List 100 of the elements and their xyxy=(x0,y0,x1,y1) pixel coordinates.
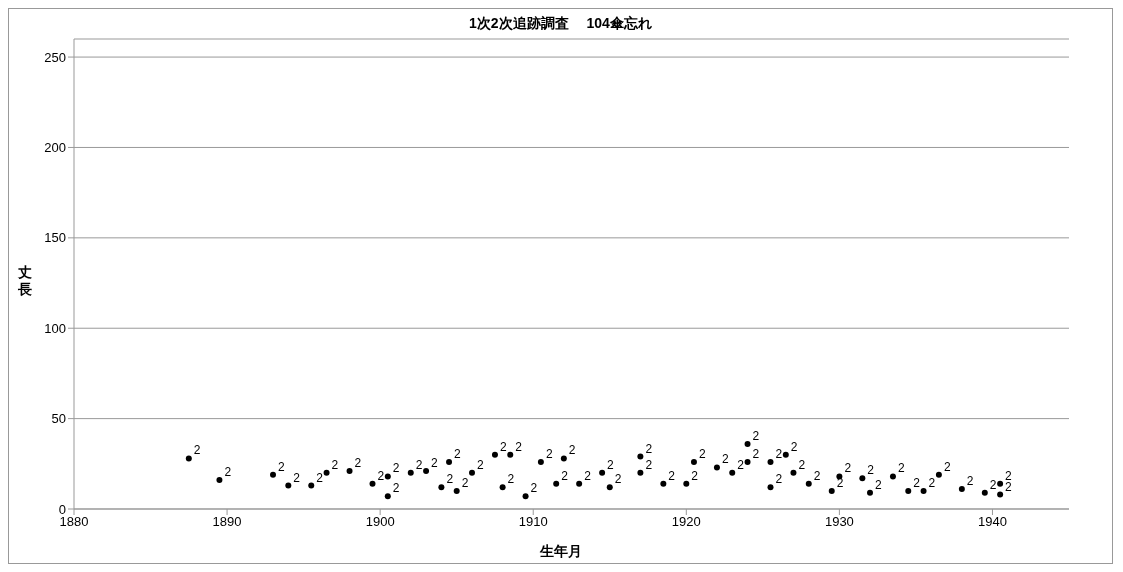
annotation: 2 xyxy=(966,474,974,489)
point xyxy=(537,459,544,465)
point xyxy=(905,487,912,494)
point xyxy=(997,480,1004,487)
y-tick-label: 100 xyxy=(44,320,66,336)
point xyxy=(637,469,644,476)
point xyxy=(560,455,567,462)
annotation: 2 xyxy=(530,481,538,496)
annotation: 2 xyxy=(614,472,622,487)
point xyxy=(606,484,613,491)
y-axis-title: 丈長 xyxy=(17,264,33,298)
y-tick-label: 150 xyxy=(44,230,66,246)
annotation: 2 xyxy=(545,447,553,461)
annotation: 2 xyxy=(737,457,745,472)
annotation: 2 xyxy=(316,470,324,485)
x-tick-label: 1920 xyxy=(671,514,701,530)
point xyxy=(507,451,514,458)
annotation: 2 xyxy=(499,439,507,454)
point xyxy=(637,453,644,460)
annotation: 2 xyxy=(928,475,936,490)
point xyxy=(859,475,866,482)
point xyxy=(522,493,529,500)
point xyxy=(767,484,774,491)
y-tick-label: 200 xyxy=(44,140,66,156)
point xyxy=(767,459,774,465)
y-tick-label: 0 xyxy=(58,501,66,517)
annotation: 2 xyxy=(875,477,882,492)
annotation: 2 xyxy=(293,470,301,485)
point xyxy=(185,455,192,462)
point xyxy=(660,480,667,487)
point xyxy=(889,473,896,480)
annotation: 2 xyxy=(645,441,653,456)
x-tick-label: 1910 xyxy=(518,514,548,530)
annotation: 2 xyxy=(752,428,760,443)
x-tick-label: 1880 xyxy=(59,514,89,530)
point xyxy=(446,459,453,465)
annotation: 2 xyxy=(790,439,798,454)
annotation: 2 xyxy=(775,447,783,461)
annotation: 2 xyxy=(721,452,729,467)
point xyxy=(499,484,506,491)
annotation: 2 xyxy=(943,459,951,474)
annotation: 2 xyxy=(507,472,515,487)
point xyxy=(981,489,988,496)
annotation: 2 xyxy=(752,447,760,461)
annotation: 2 xyxy=(584,468,592,483)
annotation: 2 xyxy=(454,447,462,461)
point xyxy=(744,440,751,447)
annotation: 2 xyxy=(515,439,523,454)
annotation: 2 xyxy=(867,463,875,478)
x-axis-title: 生年月 xyxy=(538,543,583,561)
point xyxy=(384,493,391,500)
x-tick-label: 1890 xyxy=(212,514,242,530)
annotation: 2 xyxy=(446,472,454,487)
annotation: 2 xyxy=(698,447,706,461)
annotation: 2 xyxy=(798,457,806,472)
annotation: 2 xyxy=(224,465,232,480)
point xyxy=(920,487,927,494)
point xyxy=(438,484,445,491)
annotation: 2 xyxy=(377,468,385,483)
annotation: 2 xyxy=(331,457,339,472)
point xyxy=(997,491,1004,498)
y-tick-label: 50 xyxy=(51,411,66,427)
point xyxy=(782,451,789,458)
point xyxy=(423,468,430,475)
x-tick-label: 1900 xyxy=(365,514,395,530)
annotation: 2 xyxy=(897,461,905,476)
point xyxy=(469,469,475,476)
point xyxy=(690,459,697,465)
point xyxy=(867,489,873,496)
annotation: 2 xyxy=(913,475,921,490)
annotation: 2 xyxy=(461,475,469,490)
point xyxy=(805,480,812,487)
point xyxy=(453,487,460,494)
y-tick-label: 250 xyxy=(44,49,66,65)
annotation: 2 xyxy=(813,468,821,483)
annotation: 2 xyxy=(607,457,615,472)
point xyxy=(384,473,391,480)
x-tick-label: 1940 xyxy=(978,514,1007,530)
point xyxy=(323,469,330,476)
annotation: 2 xyxy=(415,457,423,472)
point xyxy=(576,480,583,487)
point xyxy=(270,471,276,478)
annotation: 2 xyxy=(392,461,400,476)
annotation: 2 xyxy=(477,457,484,472)
annotation: 2 xyxy=(844,461,852,476)
point xyxy=(369,480,376,487)
point xyxy=(729,469,736,476)
annotation: 2 xyxy=(561,468,569,483)
annotation: 2 xyxy=(645,457,653,472)
annotation: 2 xyxy=(193,443,201,458)
annotation: 2 xyxy=(568,443,576,458)
point xyxy=(790,469,797,476)
annotation: 2 xyxy=(668,468,676,483)
annotation: 2 xyxy=(775,472,783,487)
point xyxy=(346,468,353,475)
annotation: 2 xyxy=(989,477,997,492)
annotation: 2 xyxy=(278,459,285,474)
annotation: 2 xyxy=(392,481,400,496)
chart-title: 1次2次追跡調査 104傘忘れ xyxy=(468,15,653,33)
annotation: 2 xyxy=(354,456,362,471)
